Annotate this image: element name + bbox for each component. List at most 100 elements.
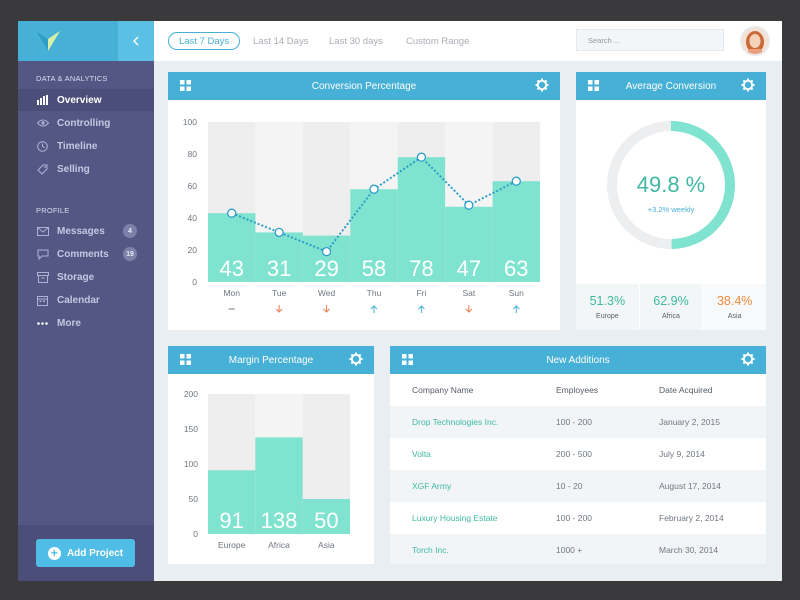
bar-chart-icon	[36, 94, 49, 107]
date-acquired: January 2, 2015	[659, 417, 720, 427]
sidebar-item-calendar[interactable]: Calendar	[18, 289, 154, 311]
bar-value-label: 63	[504, 256, 528, 281]
region-asia: 38.4% Asia	[703, 284, 766, 330]
x-tick-label: Tue	[272, 288, 287, 298]
date-acquired: August 17, 2014	[659, 481, 721, 491]
avatar[interactable]	[740, 26, 770, 56]
company-name[interactable]: Drop Technologies Inc.	[412, 417, 499, 427]
employees: 100 - 200	[556, 417, 592, 427]
x-tick-label: Thu	[367, 288, 382, 298]
column-header-employees[interactable]: Employees	[556, 385, 599, 395]
region-label: Asia	[727, 313, 742, 320]
add-project-button[interactable]: + Add Project	[36, 539, 135, 567]
region-value: 51.3%	[589, 294, 626, 308]
sidebar: DATA & ANALYTICS Overview Controlling Ti…	[18, 21, 154, 581]
date-acquired: March 30, 2014	[659, 545, 719, 555]
sidebar-item-messages[interactable]: Messages 4	[18, 220, 154, 242]
speech-bubble-icon	[36, 248, 49, 261]
table-row[interactable]: Luxury Housing Estate 100 - 200 February…	[390, 502, 766, 534]
section-label-profile: PROFILE	[36, 206, 70, 215]
clock-icon	[36, 140, 49, 153]
trend-down-arrow-icon	[465, 305, 473, 313]
bar-value-label: 78	[409, 256, 433, 281]
bar	[208, 213, 256, 282]
eye-icon	[36, 117, 49, 130]
y-tick-label: 100	[184, 459, 198, 469]
company-name[interactable]: Torch Inc.	[412, 545, 449, 555]
tab-custom-range[interactable]: Custom Range	[406, 35, 470, 47]
x-tick-label: Mon	[223, 288, 240, 298]
add-project-label: Add Project	[66, 547, 124, 559]
bar-value-label: 50	[314, 508, 338, 533]
grid-icon[interactable]	[180, 354, 191, 365]
x-tick-label: Asia	[318, 540, 335, 550]
search-input[interactable]	[576, 29, 724, 51]
region-value: 62.9%	[653, 294, 689, 308]
top-bar: Last 7 Days Last 14 Days Last 30 days Cu…	[154, 21, 782, 61]
card-title: Conversion Percentage	[311, 80, 417, 92]
bar-value-label: 43	[219, 256, 243, 281]
comments-count-badge: 19	[123, 247, 137, 261]
sidebar-item-comments[interactable]: Comments 19	[18, 243, 154, 265]
tab-last-30-days[interactable]: Last 30 days	[329, 35, 383, 47]
grid-icon[interactable]	[180, 80, 191, 91]
grid-icon[interactable]	[402, 354, 413, 365]
sidebar-footer: + Add Project	[18, 525, 154, 581]
sidebar-item-selling[interactable]: Selling	[18, 158, 154, 180]
grid-icon[interactable]	[588, 80, 599, 91]
bar-value-label: 47	[457, 256, 481, 281]
chevron-left-icon	[133, 36, 139, 46]
sidebar-item-controlling[interactable]: Controlling	[18, 112, 154, 134]
sidebar-item-label: Overview	[57, 94, 102, 106]
company-name[interactable]: Volta	[412, 449, 431, 459]
sidebar-item-more[interactable]: More	[18, 312, 154, 334]
gear-icon[interactable]	[535, 78, 549, 92]
logo-bar	[18, 21, 154, 61]
messages-count-badge: 4	[123, 224, 137, 238]
collapse-sidebar-button[interactable]	[118, 21, 154, 61]
sidebar-item-storage[interactable]: Storage	[18, 266, 154, 288]
bar-value-label: 29	[314, 256, 338, 281]
sidebar-item-overview[interactable]: Overview	[18, 89, 154, 111]
company-name[interactable]: Luxury Housing Estate	[412, 513, 498, 523]
sidebar-item-label: More	[57, 317, 81, 329]
gear-icon[interactable]	[741, 352, 755, 366]
company-name[interactable]: XGF Army	[412, 481, 452, 491]
column-header-date[interactable]: Date Acquired	[659, 385, 713, 395]
bar	[255, 437, 303, 534]
line-point	[321, 246, 332, 257]
region-europe: 51.3% Europe	[576, 284, 640, 330]
line-point	[227, 208, 237, 218]
x-tick-label: Africa	[268, 540, 290, 550]
column-header-company[interactable]: Company Name	[412, 385, 474, 395]
bar	[492, 181, 540, 282]
table-row[interactable]: Volta 200 - 500 July 9, 2014	[390, 438, 766, 470]
tab-last-14-days[interactable]: Last 14 Days	[253, 35, 309, 47]
table-row[interactable]: Torch Inc. 1000 + March 30, 2014	[390, 534, 766, 564]
sidebar-item-label: Calendar	[57, 294, 100, 306]
employees: 100 - 200	[556, 513, 592, 523]
section-label-data: DATA & ANALYTICS	[36, 74, 108, 83]
gear-icon[interactable]	[349, 352, 363, 366]
average-delta: +3.2% weekly	[648, 205, 695, 214]
average-value: 49.8 %	[637, 172, 706, 197]
trend-up-arrow-icon	[370, 305, 378, 313]
conversion-chart: 0 20 40 60 80 100 43 Mon 31 Tue 29 Wed 58 Thu 78 Fri 47 S…	[183, 117, 540, 313]
table-row[interactable]: Drop Technologies Inc. 100 - 200 January…	[390, 406, 766, 438]
tab-last-7-days[interactable]: Last 7 Days	[168, 32, 241, 50]
gear-icon[interactable]	[741, 78, 755, 92]
trend-up-arrow-icon	[418, 305, 425, 313]
table-row[interactable]: XGF Army 10 - 20 August 17, 2014	[390, 470, 766, 502]
sidebar-item-timeline[interactable]: Timeline	[18, 135, 154, 157]
x-tick-label: Fri	[416, 288, 426, 298]
y-tick-label: 100	[183, 117, 197, 127]
sidebar-item-label: Selling	[57, 163, 90, 175]
y-tick-label: 20	[188, 245, 198, 255]
logo-icon	[36, 31, 60, 51]
card-title: Margin Percentage	[228, 354, 314, 366]
dashboard-window: DATA & ANALYTICS Overview Controlling Ti…	[18, 21, 782, 581]
bar	[255, 232, 303, 282]
sidebar-item-label: Storage	[57, 271, 95, 283]
x-tick-label: Wed	[318, 288, 336, 298]
sidebar-item-label: Messages	[57, 225, 105, 237]
